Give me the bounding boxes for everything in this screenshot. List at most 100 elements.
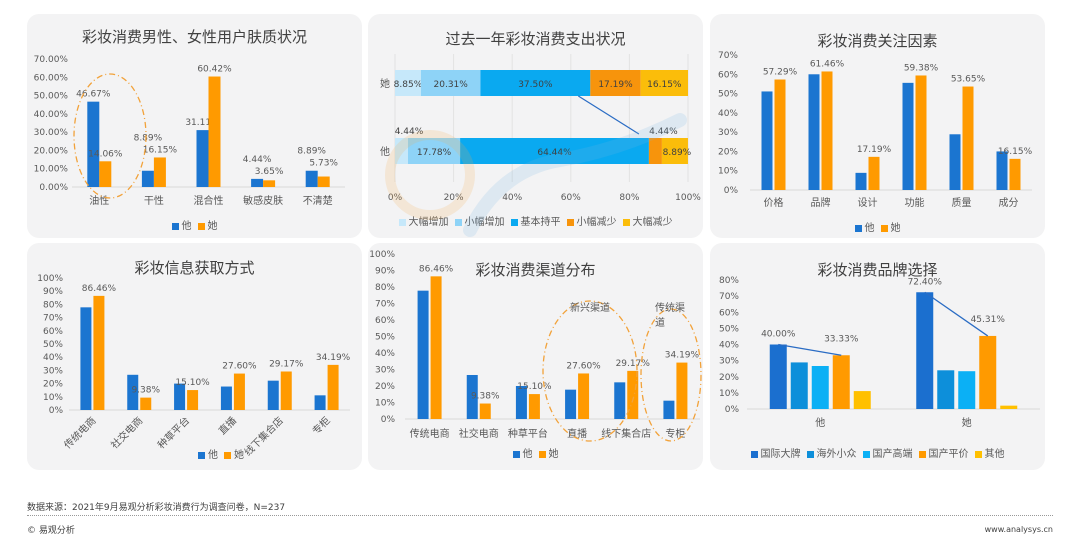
channel-chart-panel: 彩妆消费渠道分布 0% 10% 20% 30% 40% 50% 60% 70% 80% 90% 10… [368,243,703,470]
data-label: 16.15% [143,145,178,155]
y-tick-label: 40% [375,349,395,359]
y-tick-label: 80% [719,276,739,286]
category-label: 他 [380,145,390,158]
bar-她 [327,364,339,410]
data-label: 53.65% [951,75,986,85]
y-tick-label: 50% [719,324,739,334]
data-label: 31.11% [185,118,220,128]
legend-label: 她 [234,450,244,461]
chart-title: 彩妆消费关注因素 [817,32,938,50]
y-tick-label: 50.00% [34,92,69,102]
legend-item: 国产高端 [862,445,913,460]
chart-legend: 他她 [195,446,247,461]
data-label: 8.89% [663,148,692,158]
y-tick-label: 80% [375,283,395,293]
skin-type-chart: 0.00% 10.00% 20.00% 30.00% 40.00% 50.00% 60.00… [34,55,345,207]
chart-legend: 他她 [710,219,1045,234]
data-label: 17.19% [598,80,633,90]
category-label: 社交电商 [459,427,499,440]
data-label: 15.10% [175,378,210,388]
y-tick-label: 0% [381,415,396,425]
data-label: 4.44% [243,155,272,165]
data-label: 8.89% [134,133,163,143]
legend-swatch [750,450,758,458]
bar-segment-小幅增加 [420,70,481,96]
legend-label: 国产高端 [872,449,913,460]
connector-line [778,343,842,356]
info-source-chart-panel: 彩妆信息获取方式 0% 10% 20% 30% 40% 50% 60% 70% 80% 90% 10… [27,243,362,470]
bar-他 [267,380,279,410]
bar-他 [761,91,773,190]
y-tick-label: 70% [718,51,738,61]
legend-label: 他 [208,450,218,461]
data-label: 29.17% [269,359,304,369]
spending-chart-panel: 过去一年彩妆消费支出状况 0% 20% 40% 60% 80% 100% 她 8.85% 20.… [368,14,703,238]
y-tick-label: 40.00% [34,110,69,120]
category-label: 社交电商 [108,414,145,451]
legend-item: 基本持平 [510,213,561,228]
category-label: 成分 [999,197,1019,209]
data-label: 34.19% [316,353,351,363]
bar-他 [996,151,1008,190]
legend-item: 她 [880,219,901,234]
legend-swatch [198,451,205,459]
y-tick-label: 60% [718,70,738,80]
data-label: 17.19% [857,145,892,155]
category-label: 种草平台 [155,414,192,451]
legend-label: 大幅减少 [632,217,673,228]
y-tick-label: 20.00% [34,146,69,156]
bar-海外小众 [790,362,808,409]
bar-她 [153,157,166,187]
y-tick-label: 60% [719,308,739,318]
y-tick-label: 30% [43,366,63,376]
chart-title: 彩妆消费渠道分布 [475,261,596,279]
legend-item: 海外小众 [806,445,857,460]
category-label: 质量 [952,197,972,209]
legend-label: 大幅增加 [408,217,449,228]
bar-国产高端 [958,371,976,409]
data-label: 5.73% [309,159,338,169]
chart-legend: 大幅增加 小幅增加 基本持平 小幅减少 大幅减少 [368,213,703,228]
legend-swatch [512,450,520,458]
legend-swatch [398,218,406,226]
x-tick-label: 60% [561,193,581,203]
x-tick-label: 0% [388,193,403,203]
chart-title: 彩妆消费品牌选择 [817,261,938,279]
factors-chart: 0% 10% 20% 30% 40% 50% 60% 70% 57.29% 价格 61.46% 品牌 1… [718,51,1033,209]
bar-他 [855,172,867,190]
data-source-note: 数据来源：2021年9月易观分析彩妆消费行为调查问卷，N=237 [27,503,286,513]
legend-swatch [862,450,870,458]
legend-swatch [880,224,888,232]
y-tick-label: 0.00% [39,183,68,193]
connector-line [924,291,989,337]
website-link[interactable]: www.analysys.cn [984,525,1053,534]
category-label: 直播 [216,414,239,437]
y-tick-label: 20% [375,382,395,392]
legend-swatch [171,222,179,230]
y-tick-label: 0% [724,186,739,196]
category-label: 不清楚 [303,194,333,207]
y-tick-label: 0% [49,406,64,416]
bar-他 [80,307,92,410]
bar-他 [305,170,318,187]
chart-legend: 他她 [368,445,703,460]
y-tick-label: 60% [43,327,63,337]
bar-他 [417,290,429,419]
legend-label: 她 [207,221,218,232]
legend-swatch [622,218,630,226]
data-label: 8.85% [394,80,423,90]
legend-swatch [510,218,518,226]
bar-他 [87,101,100,187]
data-label: 72.40% [908,277,943,287]
category-label: 油性 [89,194,109,207]
bar-她 [99,161,112,187]
data-label: 60.42% [197,65,232,75]
category-label: 种草平台 [508,427,548,440]
bar-他 [808,74,820,190]
category-label: 传统电商 [410,427,450,440]
legend-item: 其他 [974,445,1005,460]
x-tick-label: 20% [444,193,464,203]
bar-她 [528,394,540,419]
bar-她 [140,397,152,410]
bar-国产高端 [811,365,829,409]
